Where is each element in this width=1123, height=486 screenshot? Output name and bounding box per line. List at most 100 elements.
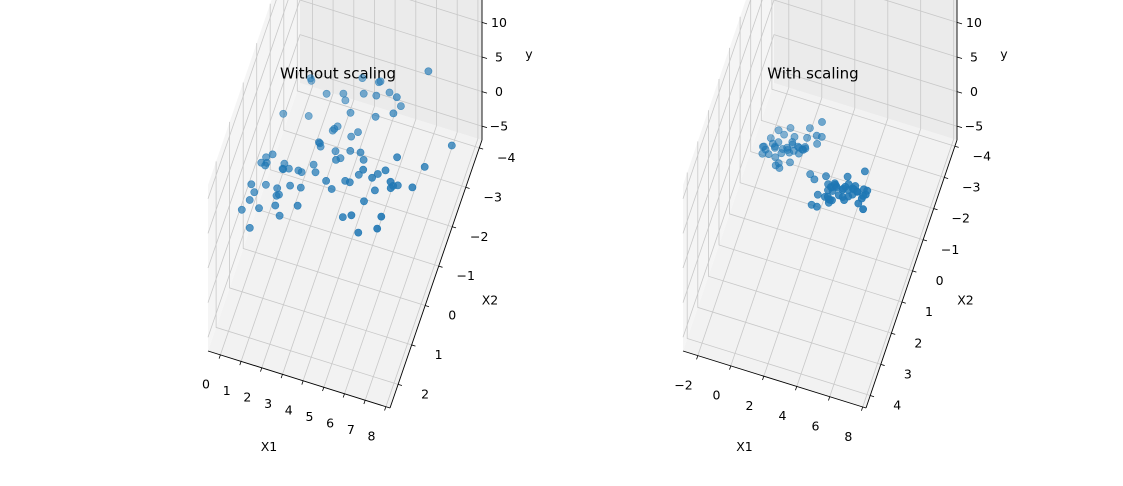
data-point [420,162,429,171]
x-tick [280,374,283,379]
data-point [245,223,254,232]
z-tick-label: 10 [491,15,507,30]
data-point [327,185,336,193]
y-tick [438,265,443,268]
data-point [389,109,398,118]
x-tick-label: 6 [811,419,819,434]
data-point [843,172,852,181]
x-tick-label: 1 [223,383,231,398]
data-point [859,191,867,200]
x-tick-label: 5 [305,409,313,424]
x-tick-label: 3 [264,396,272,411]
x-tick-label: 2 [243,390,251,405]
grid-line-x [323,0,417,388]
data-point [818,118,826,126]
grid-line-x [697,0,790,356]
z-tick [481,56,488,59]
x-tick [342,393,345,398]
data-point [794,149,803,158]
grid-line-x [220,0,313,356]
data-point [311,168,320,177]
data-point [832,183,841,192]
x-tick-label: 2 [746,398,754,413]
data-point [309,160,318,169]
data-point [261,180,270,189]
data-point [347,211,356,220]
y-tick [954,145,959,148]
pane-left [683,0,774,351]
data-point [345,178,354,187]
y-axis-label: X2 [957,293,974,308]
data-point [812,131,821,140]
grid-line-y [242,82,426,306]
x-tick-label: 6 [326,416,334,431]
z-tick [956,22,963,25]
y-tick [880,363,885,366]
grid-line-x [282,0,375,375]
x-tick [795,386,798,391]
data-point [396,102,405,110]
x-tick-label: 0 [202,377,210,392]
grid-line-y [296,0,480,149]
y-tick [923,239,928,242]
pane-bottom [683,83,957,408]
data-point [354,228,363,237]
x-tick-label: 4 [778,408,786,423]
y-tick-label: 2 [914,335,922,350]
y-tick-label: 0 [936,273,944,288]
data-point [359,165,368,174]
data-point [777,149,786,158]
x-tick [828,396,831,401]
data-point [360,197,368,206]
grid-line-x [862,0,955,408]
data-point [279,109,288,118]
grid-line-y [771,0,956,147]
grid-line-z [682,0,958,269]
data-point [296,183,305,192]
y-tick [933,208,938,211]
z-tick-label: −5 [490,119,508,134]
x-tick-label: 8 [844,429,852,444]
data-point [247,180,256,189]
data-point [758,149,767,158]
data-point [783,146,792,154]
x-axis-line [682,350,867,409]
data-point [359,155,368,164]
data-point [322,89,331,98]
grid-line-x [385,0,479,407]
data-point [373,170,382,178]
y-tick-label: 3 [904,366,912,381]
y-axis-line [865,139,958,409]
z-tick [956,91,963,94]
x-tick [729,365,732,370]
data-point [771,143,779,152]
data-point [853,187,862,196]
y-tick-label: 2 [421,386,429,401]
x-tick [239,361,242,366]
data-point [806,124,814,133]
z-tick-label: 0 [970,84,978,99]
data-point [347,132,356,141]
grid-line-y [750,0,934,209]
x-tick [384,406,387,411]
data-point [385,88,394,97]
pane-left [208,0,300,351]
y-tick [891,332,896,335]
x-tick [260,367,263,372]
grid-line-x [829,0,922,397]
y-tick-label: 0 [448,308,456,323]
data-point [286,181,294,190]
x-tick [762,376,765,381]
grid-line-z [682,0,958,234]
data-point [810,175,819,184]
y-tick-label: −2 [952,211,970,226]
data-point [392,93,401,102]
y-tick [397,383,403,386]
data-point [307,76,316,85]
data-point [861,167,869,176]
data-point [803,133,811,142]
y-tick-label: −2 [470,229,488,244]
data-point [261,161,270,170]
grid-line-x [364,0,458,401]
